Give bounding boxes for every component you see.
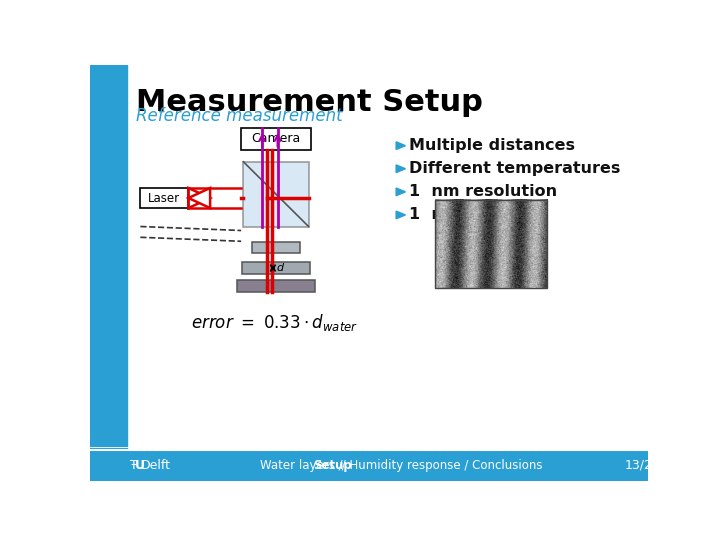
Bar <box>238 280 315 292</box>
Polygon shape <box>396 142 405 150</box>
Bar <box>243 162 309 226</box>
Polygon shape <box>189 188 210 208</box>
Polygon shape <box>189 188 210 208</box>
Bar <box>140 188 189 208</box>
Text: Laser: Laser <box>148 192 181 205</box>
Polygon shape <box>396 165 405 173</box>
Polygon shape <box>396 211 405 219</box>
Text: Reference measurement: Reference measurement <box>137 107 343 125</box>
Bar <box>435 200 547 288</box>
Text: d: d <box>276 263 283 273</box>
Bar <box>252 242 300 253</box>
Text: $\mathit{error}\ =\ 0.33 \cdot d_{\mathit{water}}$: $\mathit{error}\ =\ 0.33 \cdot d_{\mathi… <box>191 312 358 333</box>
Bar <box>241 128 311 150</box>
Text: Different temperatures: Different temperatures <box>409 161 621 176</box>
Text: Setup: Setup <box>313 458 352 472</box>
Text: Ŧ: Ŧ <box>130 458 138 472</box>
Text: Camera: Camera <box>251 132 301 145</box>
Text: 1  nm stability: 1 nm stability <box>409 207 539 222</box>
Text: U: U <box>135 458 145 472</box>
Text: 1  nm resolution: 1 nm resolution <box>409 184 557 199</box>
Bar <box>90 65 127 481</box>
Text: Water layers /: Water layers / <box>261 458 347 472</box>
Text: 13/27: 13/27 <box>625 458 661 472</box>
Text: Multiple distances: Multiple distances <box>409 138 575 153</box>
Text: / Humidity response / Conclusions: / Humidity response / Conclusions <box>338 458 542 472</box>
Text: Measurement Setup: Measurement Setup <box>137 88 483 117</box>
Polygon shape <box>396 188 405 195</box>
Text: Delft: Delft <box>141 458 171 472</box>
Bar <box>242 262 310 274</box>
Bar <box>90 450 648 481</box>
